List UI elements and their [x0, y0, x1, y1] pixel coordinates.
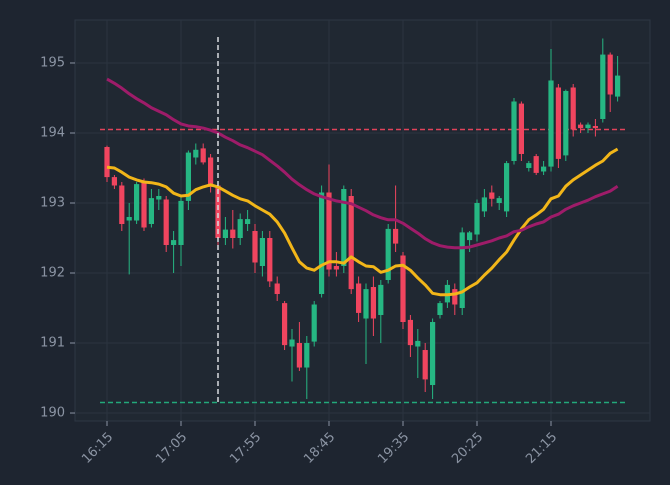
candle-body: [200, 148, 206, 163]
candle-body: [259, 238, 265, 267]
y-tick-label: 195: [40, 55, 65, 70]
candle-body: [541, 166, 547, 172]
candle-body: [111, 177, 117, 186]
candle-body: [126, 216, 132, 221]
candle-body: [570, 87, 576, 130]
candle-body: [533, 156, 539, 173]
candle-body: [319, 192, 325, 295]
candle-body: [185, 152, 191, 201]
candle-body: [348, 195, 354, 290]
candle-body: [615, 75, 621, 97]
candle-body: [555, 87, 561, 159]
candle-body: [296, 343, 302, 368]
candle-body: [104, 146, 110, 178]
candle-body: [163, 199, 169, 246]
candle-body: [467, 232, 473, 241]
candle-body: [178, 200, 184, 246]
candle-body: [474, 202, 480, 235]
candle-body: [378, 284, 384, 316]
candle-body: [437, 303, 443, 316]
candle-body: [311, 304, 317, 342]
candle-body: [141, 181, 147, 228]
candle-body: [252, 231, 258, 263]
candle-body: [481, 197, 487, 212]
candle-body: [119, 185, 125, 225]
candle-body: [585, 124, 591, 129]
candle-body: [274, 283, 280, 295]
candle-body: [245, 219, 251, 225]
candle-body: [171, 240, 177, 246]
candle-body: [548, 80, 554, 167]
candle-body: [237, 219, 243, 239]
y-tick-label: 191: [40, 336, 65, 351]
candle-body: [422, 350, 428, 380]
candle-body: [356, 283, 362, 313]
plot-area: [74, 19, 651, 422]
candle-body: [400, 255, 406, 323]
candle-body: [222, 229, 228, 239]
candle-body: [511, 101, 517, 161]
candle-body: [459, 232, 465, 309]
candle-body: [230, 229, 236, 239]
candle-body: [304, 343, 310, 368]
candle-body: [563, 90, 569, 156]
candle-body: [526, 163, 532, 168]
candle-body: [393, 228, 399, 244]
candle-body: [267, 238, 273, 282]
y-tick-label: 193: [40, 195, 65, 210]
candle-body: [289, 339, 295, 347]
candle-body: [148, 198, 154, 225]
y-tick-label: 192: [40, 266, 65, 281]
moving-average-line: [106, 77, 619, 250]
candle-body: [489, 192, 495, 199]
candle-body: [496, 198, 502, 203]
candle-body: [208, 157, 214, 187]
candle-body: [592, 125, 598, 129]
y-tick-label: 194: [40, 125, 65, 140]
y-tick-label: 190: [40, 406, 65, 421]
candle-body: [607, 54, 613, 95]
candle-body: [407, 319, 413, 346]
candle-body: [518, 103, 524, 154]
candle-body: [415, 340, 421, 347]
candle-body: [600, 54, 606, 119]
candle-body: [370, 287, 376, 319]
candle-body: [215, 185, 221, 239]
candle-body: [452, 289, 458, 305]
candle-body: [193, 149, 199, 158]
candle-body: [134, 184, 140, 221]
candle-body: [504, 163, 510, 212]
candle-body: [341, 188, 347, 267]
candle-body: [363, 289, 369, 319]
candle-body: [385, 228, 391, 281]
candle-body: [333, 266, 339, 270]
candle-body: [156, 195, 162, 200]
candle-body: [326, 192, 332, 270]
candle-body: [282, 303, 288, 346]
moving-average-line: [106, 147, 619, 297]
candle-body: [578, 124, 584, 129]
candle-body: [430, 322, 436, 386]
